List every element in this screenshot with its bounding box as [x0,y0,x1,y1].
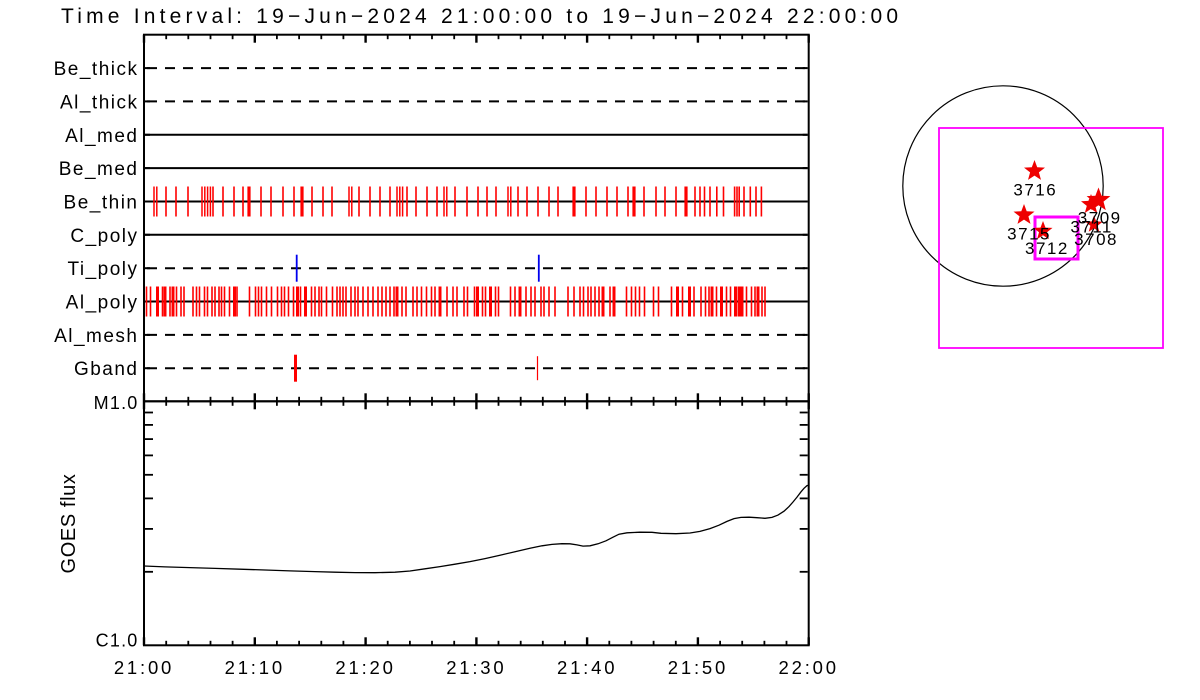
svg-text:C_poly: C_poly [70,226,138,247]
svg-text:3708: 3708 [1074,230,1118,249]
svg-text:M1.0: M1.0 [94,393,139,413]
svg-text:Be_thick: Be_thick [54,59,139,80]
svg-text:22:00: 22:00 [779,657,839,678]
svg-text:Al_poly: Al_poly [66,293,139,314]
svg-text:21:00: 21:00 [114,657,174,678]
svg-text:Al_thick: Al_thick [60,92,139,113]
svg-text:Al_mesh: Al_mesh [54,326,138,347]
svg-text:3712: 3712 [1025,239,1069,258]
svg-text:Be_thin: Be_thin [64,193,139,214]
svg-text:3711: 3711 [1070,218,1113,237]
svg-text:3716: 3716 [1013,181,1057,200]
svg-text:3709: 3709 [1078,209,1122,228]
svg-text:GOES flux: GOES flux [58,474,80,574]
svg-text:21:50: 21:50 [668,657,728,678]
svg-text:C1.0: C1.0 [96,631,139,651]
svg-text:21:20: 21:20 [335,657,395,678]
svg-text:Al_med: Al_med [65,126,138,147]
svg-text:Ti_poly: Ti_poly [67,259,138,280]
svg-text:Gband: Gband [74,359,139,380]
svg-text:Be_med: Be_med [59,159,139,180]
svg-text:Time Interval: 19−Jun−2024 21:: Time Interval: 19−Jun−2024 21:00:00 to 1… [61,5,902,28]
svg-text:3715: 3715 [1007,225,1051,244]
svg-text:21:30: 21:30 [446,657,506,678]
svg-text:21:40: 21:40 [557,657,617,678]
svg-text:21:10: 21:10 [225,657,285,678]
